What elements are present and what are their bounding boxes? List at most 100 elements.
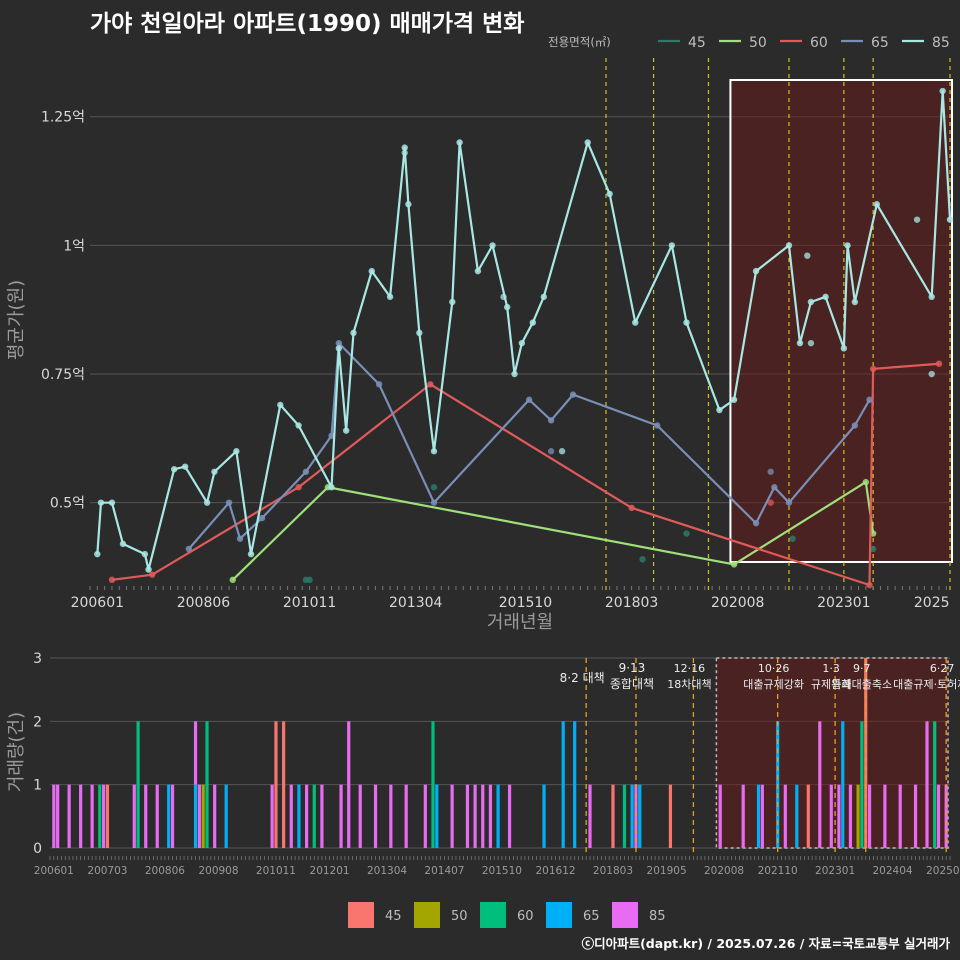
x-tick-label: 201803 — [605, 595, 658, 611]
bar-legend-key-65 — [546, 902, 572, 928]
bar-y-tick-label: 0 — [33, 841, 42, 857]
series-line-60 — [111, 362, 940, 587]
data-point-85 — [503, 303, 511, 311]
legend-label-65: 65 — [871, 35, 889, 51]
data-point-85 — [851, 298, 859, 306]
data-point-85 — [342, 427, 350, 434]
bar-85 — [56, 784, 60, 848]
policy-annotation: 10·26 대출규제강화 — [743, 662, 804, 691]
data-point-65 — [185, 545, 193, 553]
data-point-85 — [840, 345, 848, 352]
policy-label: 8·2 대책 — [560, 670, 605, 685]
bar-85 — [925, 721, 929, 848]
bar-60 — [860, 721, 864, 848]
bar-85 — [883, 784, 887, 848]
data-point-85 — [796, 339, 804, 347]
data-point-65 — [375, 381, 383, 388]
bar-50 — [856, 784, 860, 848]
x-tick-label: 202008 — [711, 595, 764, 611]
data-point-85 — [913, 216, 921, 223]
x-tick-label: 200601 — [71, 595, 124, 611]
y-axis-title: 평균가(원) — [6, 280, 27, 360]
bar-65 — [167, 784, 171, 848]
data-point-85 — [401, 144, 408, 151]
data-point-60 — [869, 365, 877, 373]
data-point-85 — [141, 550, 149, 558]
bar-85 — [373, 784, 378, 848]
data-point-60 — [427, 381, 434, 388]
bar-65 — [297, 784, 301, 848]
bar-65 — [224, 784, 228, 848]
bar-x-tick-label: 201905 — [647, 865, 687, 877]
data-point-85 — [668, 242, 676, 249]
bar-85 — [155, 784, 159, 848]
data-point-85 — [939, 87, 946, 95]
data-point-85 — [730, 396, 738, 403]
bar-85 — [898, 784, 902, 848]
y-tick-label: 1.25억 — [41, 110, 85, 126]
bar-x-tick-label: 201201 — [310, 865, 350, 877]
bar-85 — [829, 784, 833, 848]
policy-label: 종합대책 — [610, 676, 654, 691]
bar-x-tick-label: 201407 — [424, 865, 464, 877]
bar-x-tick-label: 201304 — [367, 865, 407, 877]
data-point-65 — [767, 468, 774, 475]
data-point-65 — [785, 499, 793, 506]
policy-label: 6·27 — [930, 662, 955, 675]
bar-65 — [561, 721, 565, 848]
bar-85 — [818, 721, 822, 848]
data-point-60 — [935, 360, 943, 367]
data-point-85 — [350, 329, 357, 337]
data-point-85 — [873, 201, 881, 208]
data-point-60 — [767, 499, 774, 506]
data-point-85 — [632, 319, 639, 326]
data-point-85 — [683, 319, 690, 326]
policy-label: 대출규제·토허제 해제 — [893, 677, 960, 691]
policy-label: 대출규제강화 — [743, 678, 804, 691]
bar-x-tick-label: 200908 — [198, 865, 238, 877]
data-point-45 — [683, 530, 690, 537]
data-point-85 — [119, 540, 127, 548]
data-point-45 — [430, 484, 438, 491]
series-line-85 — [96, 89, 952, 571]
bar-45 — [274, 721, 278, 848]
bar-85 — [170, 784, 175, 848]
data-point-85 — [456, 139, 463, 146]
data-point-85 — [822, 293, 829, 301]
data-point-65 — [752, 520, 760, 527]
data-point-45 — [869, 545, 877, 553]
bar-legend-label-65: 65 — [583, 909, 600, 924]
policy-annotation: 9·7 특례대출축소 — [831, 662, 892, 691]
bar-45 — [806, 784, 810, 848]
x-tick-label: 200806 — [177, 595, 231, 611]
source-credit: ⓒ디아파트(dapt.kr) / 2025.07.26 / 자료=국토교통부 실… — [581, 936, 950, 951]
policy-label: 9·7 — [853, 662, 871, 675]
bar-legend-key-50 — [414, 902, 440, 928]
bar-85 — [270, 784, 274, 848]
data-point-85 — [108, 499, 116, 506]
x-tick-label: 2025 — [914, 595, 950, 611]
bar-85 — [102, 784, 106, 848]
bar-85 — [197, 784, 201, 848]
data-point-85 — [716, 406, 723, 414]
data-point-85 — [328, 484, 335, 491]
data-point-60 — [149, 571, 156, 578]
y-tick-label: 0.5억 — [50, 496, 85, 512]
bar-85 — [132, 784, 136, 848]
data-point-85 — [804, 252, 811, 259]
bar-85 — [79, 784, 83, 848]
bar-85 — [944, 784, 948, 848]
data-point-85 — [94, 550, 101, 558]
policy-annotation: 8·2 대책 — [560, 670, 605, 685]
data-point-85 — [97, 499, 105, 506]
data-point-85 — [449, 298, 456, 306]
data-point-65 — [851, 422, 859, 429]
policy-label: 규제완화 — [811, 678, 851, 691]
bar-85 — [488, 784, 493, 848]
data-point-85 — [181, 463, 189, 470]
y-tick-label: 0.75억 — [41, 367, 85, 383]
data-point-85 — [844, 242, 851, 249]
data-point-85 — [807, 339, 815, 347]
data-point-60 — [108, 576, 116, 584]
